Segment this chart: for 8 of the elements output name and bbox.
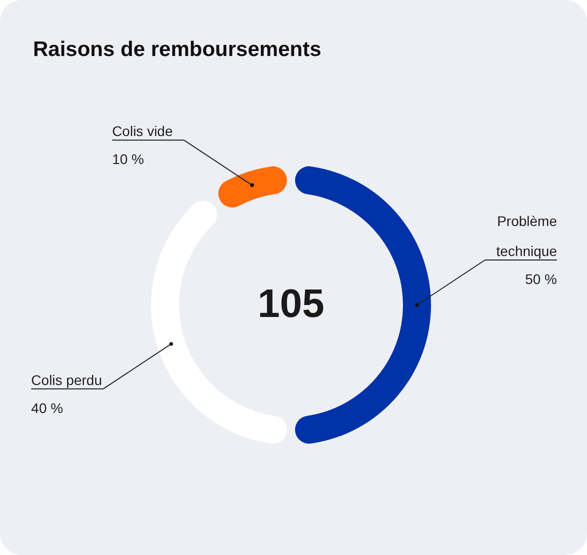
slice-label: Problème technique [496,213,558,259]
slice-label: Colis vide [112,123,173,140]
chart-title: Raisons de remboursements [33,38,322,61]
text: 105 [258,282,324,326]
data-label: 10 % [112,151,144,168]
data-label: 40 % [31,400,64,416]
data-label: 50 % [525,271,557,287]
slice-label: Colis perdu [31,372,102,388]
